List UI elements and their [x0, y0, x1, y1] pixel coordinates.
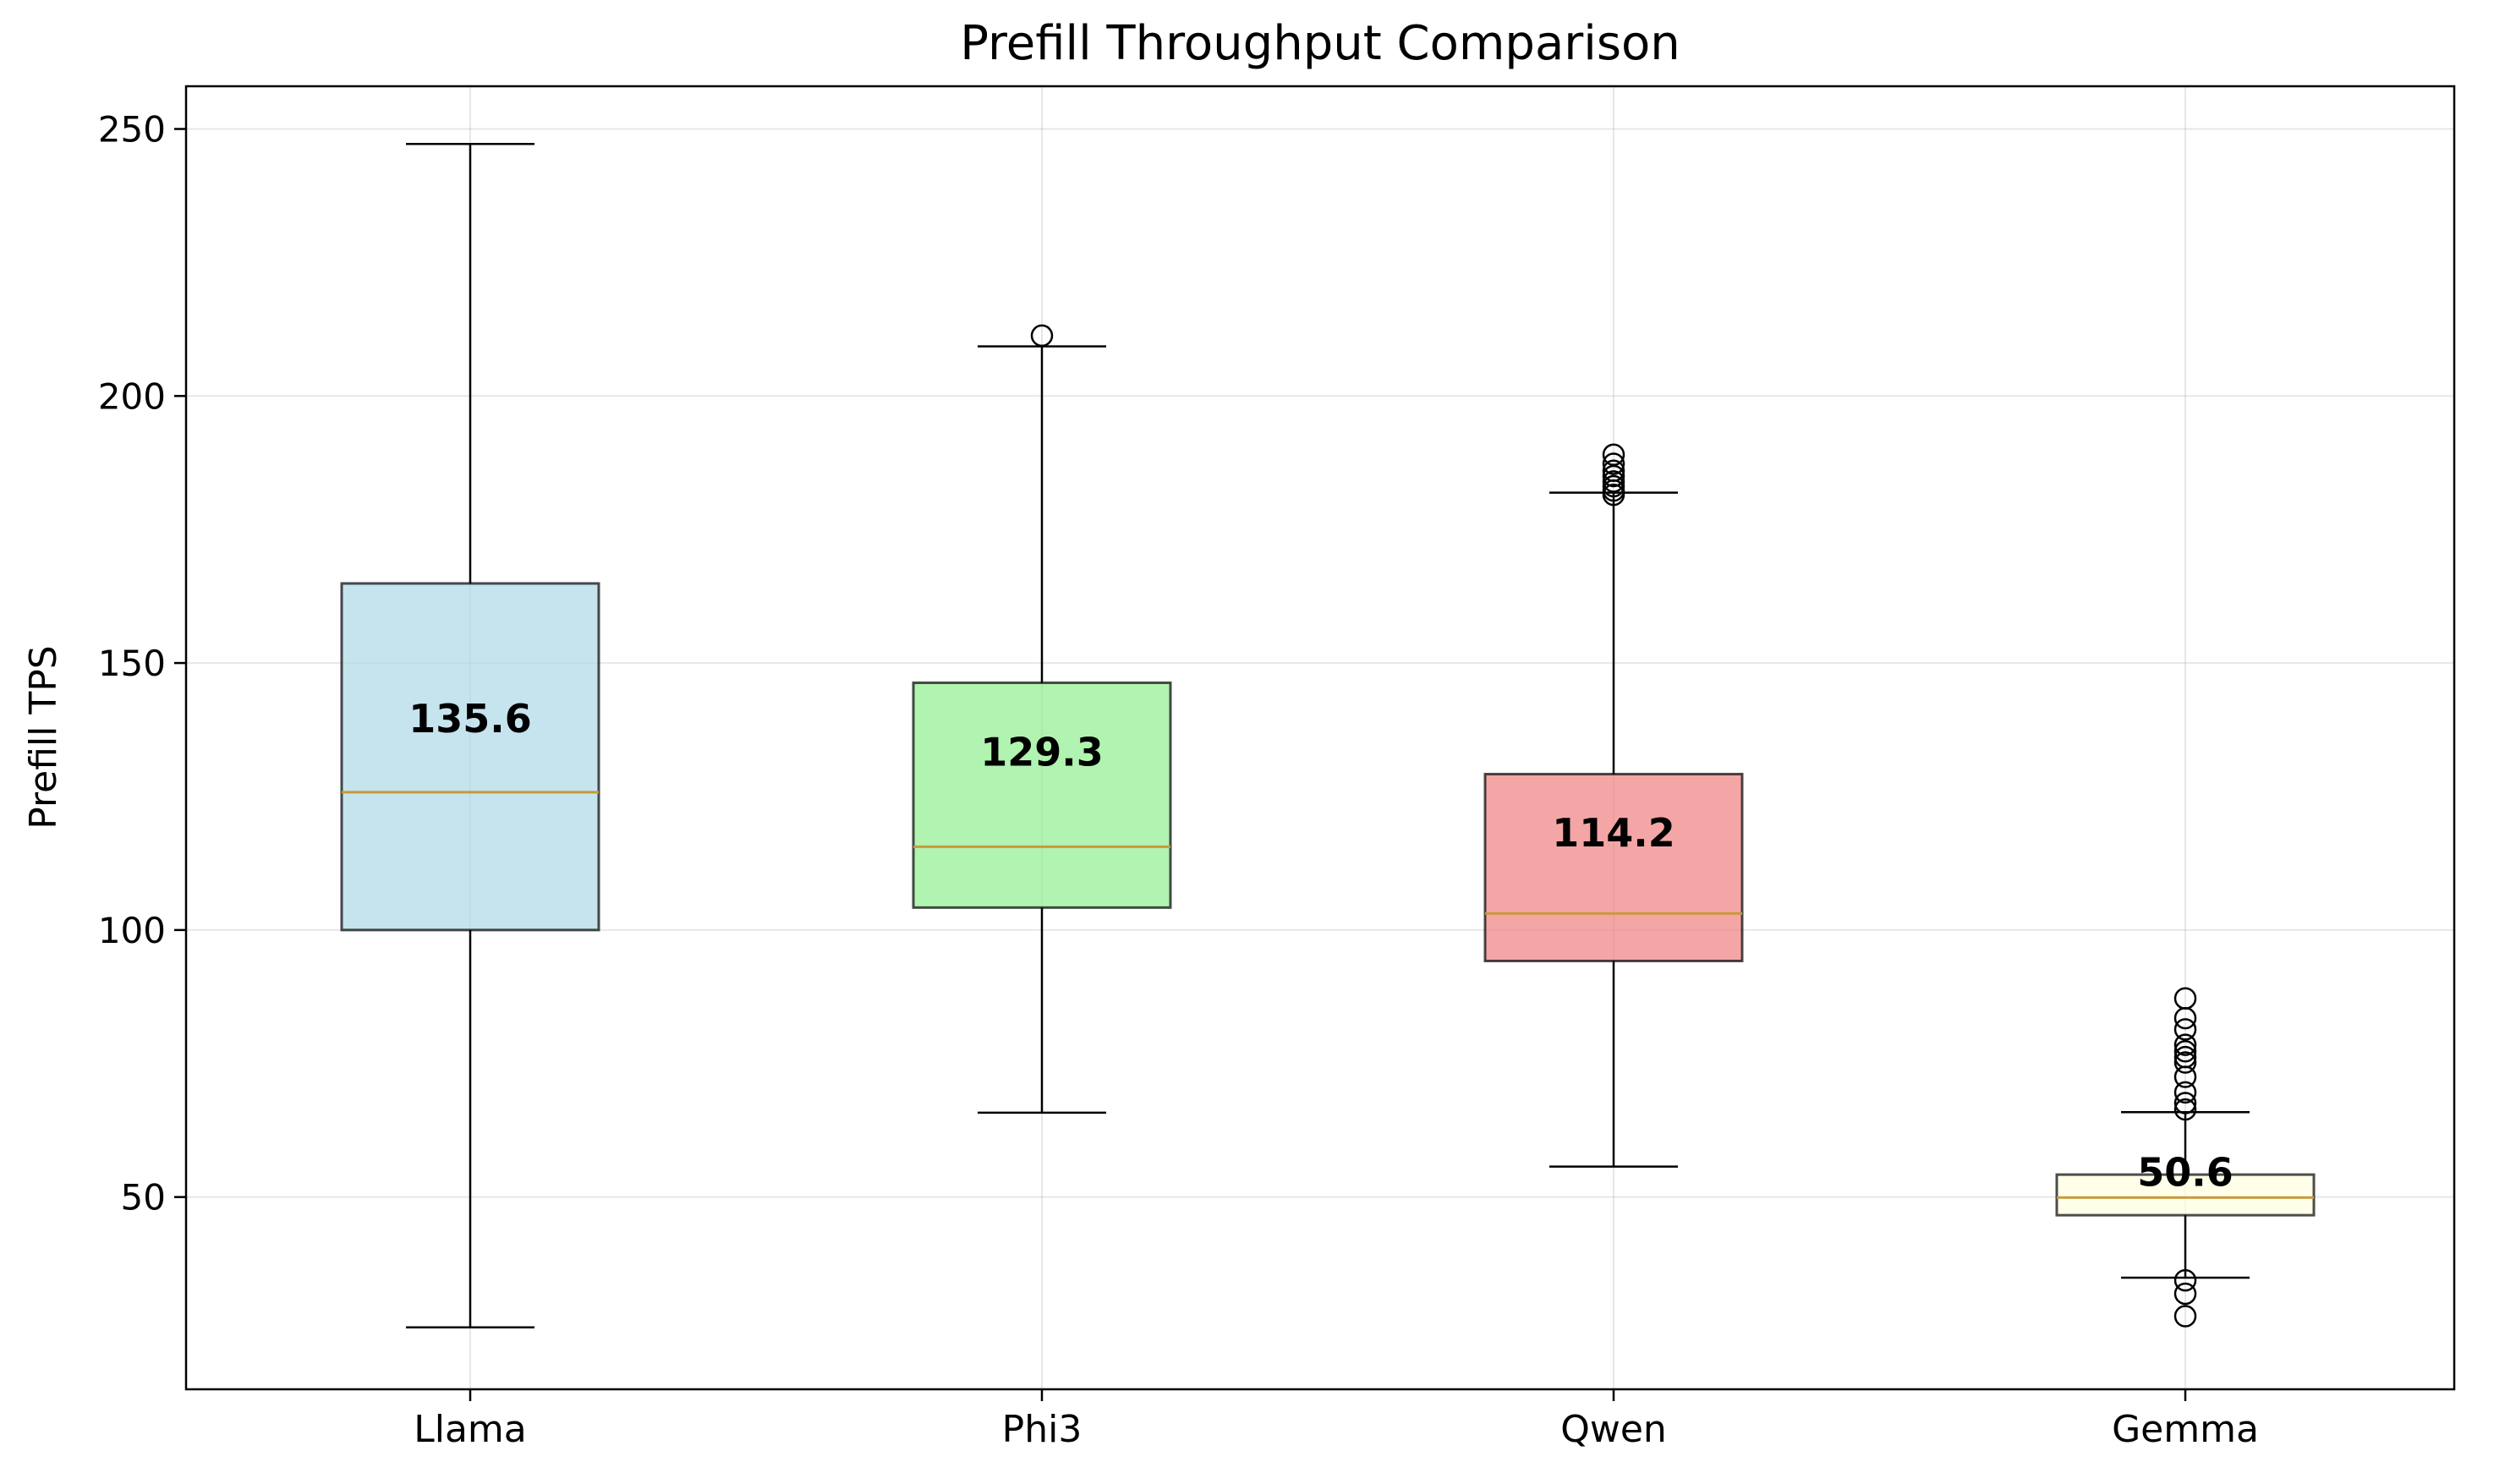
box-layer: 135.6 129.3 114.2 50.6	[340, 142, 2316, 1328]
outlier-point	[2173, 1051, 2197, 1074]
y-tick-label: 150	[98, 643, 166, 684]
x-tick-label: Qwen	[1560, 1408, 1667, 1451]
mean-value-label: 114.2	[1552, 810, 1675, 856]
outlier-point	[1602, 459, 1625, 482]
outlier-point	[2173, 1018, 2197, 1041]
tick-layer: 50 100 150 200 250 Llama Phi3 Qwen Gemma	[98, 109, 2259, 1451]
y-tick-label: 200	[98, 375, 166, 417]
outlier-point	[1602, 470, 1625, 493]
box-group: 129.3	[912, 324, 1172, 1114]
box-group: 135.6	[340, 142, 600, 1328]
outlier-point	[2173, 1092, 2197, 1114]
x-tick-label: Llama	[414, 1408, 527, 1451]
outlier-point	[2173, 1039, 2197, 1063]
outlier-point	[1602, 464, 1625, 488]
outlier-point	[2173, 1045, 2197, 1069]
outlier-point	[2173, 1282, 2197, 1306]
box-iqr	[2055, 1173, 2316, 1217]
outlier-point	[2173, 987, 2197, 1010]
box-iqr	[340, 582, 600, 932]
outlier-point	[2173, 1268, 2197, 1292]
chart-title: Prefill Throughput Comparison	[960, 16, 1680, 71]
y-tick-label: 100	[98, 910, 166, 951]
box-iqr	[912, 681, 1172, 909]
outlier-point	[2173, 1305, 2197, 1328]
box-iqr	[1483, 772, 1744, 962]
x-tick-label: Gemma	[2112, 1408, 2259, 1451]
outlier-point	[1602, 452, 1625, 475]
plot-frame	[184, 85, 2456, 1391]
outlier-point	[2173, 1098, 2197, 1121]
box-group: 50.6	[2055, 987, 2316, 1328]
y-axis-label: Prefill TPS	[22, 645, 65, 829]
outlier-point	[2173, 1033, 2197, 1056]
mean-value-label: 50.6	[2137, 1150, 2234, 1196]
mean-value-label: 129.3	[980, 730, 1104, 775]
box-group: 114.2	[1483, 443, 1744, 1168]
outlier-point	[1602, 474, 1625, 498]
x-tick-label: Phi3	[1002, 1408, 1083, 1451]
outlier-point	[1602, 443, 1625, 467]
outlier-point	[1030, 324, 1054, 348]
y-tick-label: 50	[121, 1177, 166, 1218]
y-tick-label: 250	[98, 109, 166, 151]
outlier-point	[2173, 1081, 2197, 1104]
mean-value-label: 135.6	[408, 696, 532, 742]
